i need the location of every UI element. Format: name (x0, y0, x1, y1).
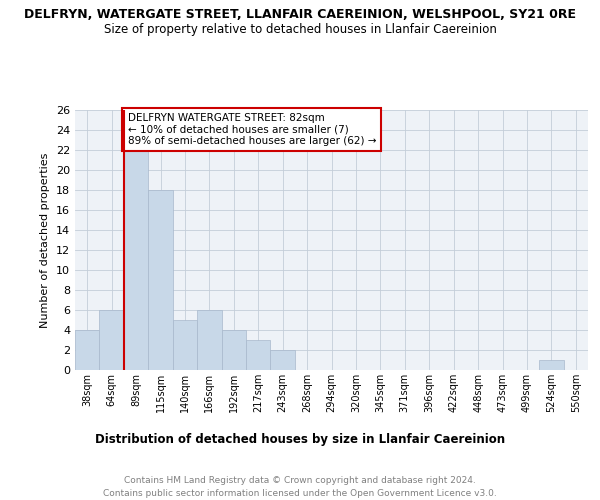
Y-axis label: Number of detached properties: Number of detached properties (40, 152, 50, 328)
Bar (197, 310, 221, 370)
Bar (271, 350, 295, 370)
Bar (75, 330, 100, 370)
Bar (148, 190, 173, 370)
Text: Size of property relative to detached houses in Llanfair Caereinion: Size of property relative to detached ho… (104, 22, 496, 36)
Bar (173, 320, 197, 370)
Text: DELFRYN, WATERGATE STREET, LLANFAIR CAEREINION, WELSHPOOL, SY21 0RE: DELFRYN, WATERGATE STREET, LLANFAIR CAER… (24, 8, 576, 20)
Bar (221, 330, 246, 370)
Bar (539, 360, 563, 370)
Bar (124, 150, 148, 370)
Text: Distribution of detached houses by size in Llanfair Caereinion: Distribution of detached houses by size … (95, 432, 505, 446)
Text: DELFRYN WATERGATE STREET: 82sqm
← 10% of detached houses are smaller (7)
89% of : DELFRYN WATERGATE STREET: 82sqm ← 10% of… (128, 113, 376, 146)
Bar (246, 340, 271, 370)
Bar (100, 310, 124, 370)
Text: Contains HM Land Registry data © Crown copyright and database right 2024.
Contai: Contains HM Land Registry data © Crown c… (103, 476, 497, 498)
